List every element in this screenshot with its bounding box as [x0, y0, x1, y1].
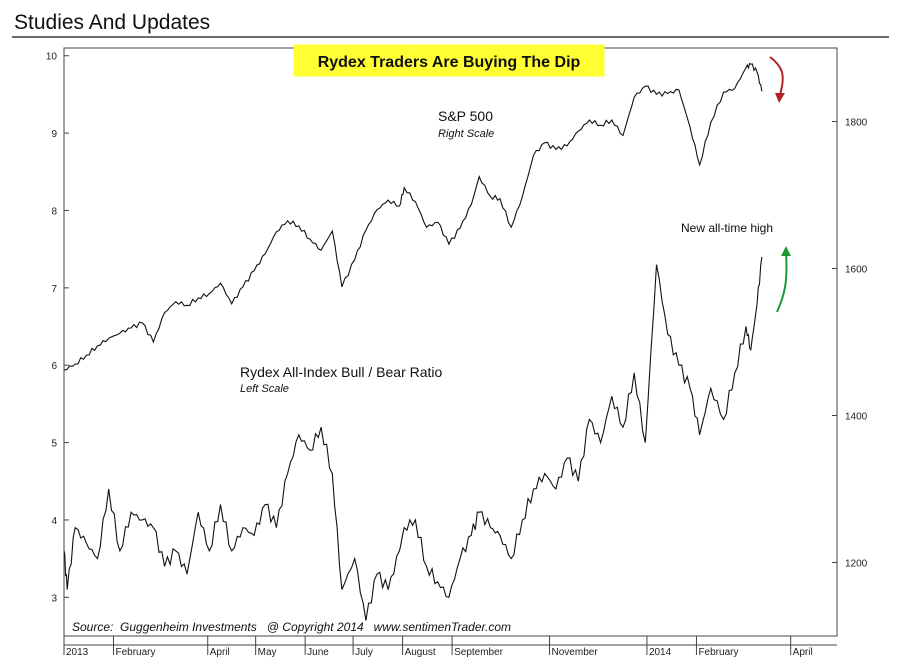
rydex-ratio-line: [63, 256, 763, 621]
right-tick-label: 1800: [845, 118, 868, 129]
up-arrow-icon: [776, 246, 791, 313]
sp500-line: [63, 62, 763, 371]
source-note: Source: Guggenheim Investments @ Copyrig…: [72, 620, 511, 634]
left-tick-label: 5: [51, 439, 57, 450]
x-tick-label: August: [405, 647, 436, 658]
x-tick-label: 2014: [649, 647, 672, 658]
left-tick-label: 7: [51, 284, 57, 295]
left-tick-label: 4: [51, 516, 57, 527]
x-axis: 2013 February April May June July August Septem…: [63, 636, 813, 658]
x-tick-label: February: [116, 647, 156, 658]
left-tick-label: 3: [51, 593, 57, 604]
series-layer: [63, 62, 763, 621]
series-label-rydex: Rydex All-Index Bull / Bear Ratio: [240, 364, 443, 380]
x-tick-label: November: [552, 647, 599, 658]
chart-title-box: [293, 44, 605, 77]
x-tick-label: July: [355, 647, 373, 658]
series-sub-rydex: Left Scale: [240, 383, 289, 395]
x-tick-label: 2013: [66, 647, 89, 658]
right-axis: 1200 1400 1600 1800: [832, 118, 868, 570]
x-tick-label: February: [698, 647, 738, 658]
left-axis: 3 4 5 6 7 8 9 10: [46, 52, 69, 604]
annotation-all-time-high: New all-time high: [681, 221, 773, 235]
right-tick-label: 1200: [845, 559, 868, 570]
plot-frame: [63, 47, 838, 637]
left-tick-label: 8: [51, 206, 57, 217]
left-tick-label: 10: [46, 52, 58, 63]
right-tick-label: 1600: [845, 265, 868, 276]
left-tick-label: 6: [51, 361, 57, 372]
series-sub-sp500: Right Scale: [438, 128, 494, 140]
down-arrow-icon: [769, 56, 785, 103]
x-tick-label: May: [258, 647, 277, 658]
series-label-sp500: S&P 500: [438, 108, 493, 124]
left-tick-label: 9: [51, 129, 57, 140]
x-tick-label: September: [454, 647, 504, 658]
x-tick-label: June: [307, 647, 329, 658]
right-tick-label: 1400: [845, 412, 868, 423]
page-title: Studies And Updates: [14, 11, 210, 34]
x-tick-label: April: [793, 647, 813, 658]
chart-title: Rydex Traders Are Buying The Dip: [318, 54, 581, 71]
x-tick-label: April: [210, 647, 230, 658]
